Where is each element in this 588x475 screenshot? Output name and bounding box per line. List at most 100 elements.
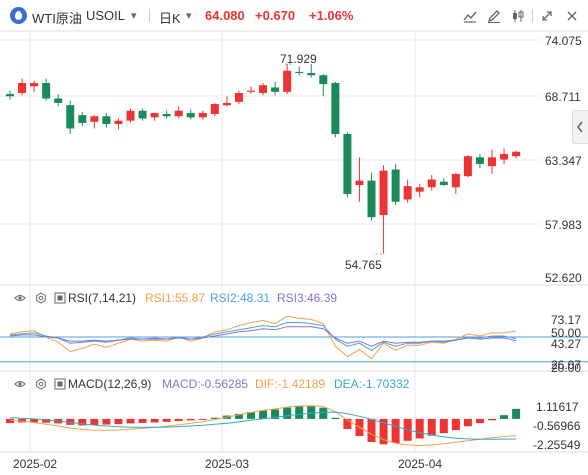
price-axis-label: 52.620	[545, 271, 582, 285]
candle-body	[427, 179, 436, 188]
macd-histogram-bar	[30, 418, 39, 423]
candle-settings-icon[interactable]	[510, 8, 526, 24]
candle-body	[126, 110, 135, 121]
eye-icon[interactable]	[14, 378, 26, 390]
symbol-name[interactable]: WTI原油	[32, 11, 82, 26]
macd-histogram-bar	[488, 418, 496, 421]
gear-icon[interactable]	[35, 378, 47, 390]
rsi-axis-label: 20.00	[551, 361, 582, 375]
macd-series	[6, 405, 521, 447]
macd-histogram-bar	[150, 418, 159, 423]
price-axis-label: 68.711	[545, 90, 581, 104]
candle-body	[247, 90, 255, 92]
rsi-title: RSI(7,14,21)	[68, 291, 137, 305]
pencil-icon[interactable]	[486, 8, 502, 24]
candle-body	[259, 85, 268, 93]
candle-body	[66, 105, 75, 129]
candle-body	[42, 82, 51, 99]
indicator-box-icon[interactable]	[54, 292, 66, 304]
last-price: 64.080	[205, 8, 245, 23]
candle-body	[331, 82, 340, 135]
macd-histogram-bar	[198, 418, 207, 420]
macd-histogram-bar	[463, 418, 472, 427]
indicator-icon[interactable]	[462, 8, 478, 24]
rsi1-line	[9, 315, 517, 360]
macd-histogram-bar	[319, 407, 328, 419]
candle-body	[512, 151, 521, 157]
symbol-code[interactable]: USOIL	[86, 8, 126, 23]
candle-body	[54, 98, 63, 103]
collapse-sidebar-button[interactable]	[572, 110, 588, 144]
candle-body	[319, 75, 328, 85]
candle-body	[30, 82, 39, 87]
macd-histogram-bar	[6, 418, 14, 424]
date-axis-label: 2025-04	[398, 457, 443, 471]
macd-histogram-bar	[439, 418, 448, 434]
candle-body	[463, 156, 472, 177]
dea-line	[9, 411, 517, 440]
gear-icon[interactable]	[35, 292, 47, 304]
macd-histogram-bar	[512, 408, 521, 419]
rsi-axis-label: 26.07	[551, 358, 582, 372]
macd-value: MACD:-0.56285	[162, 377, 249, 391]
candle-body	[234, 92, 243, 102]
candle-body	[367, 180, 376, 218]
dif-value: DIF:-1.42189	[255, 377, 326, 391]
low-price-marker: 54.765	[345, 258, 382, 272]
macd-histogram-bar	[271, 409, 280, 419]
rsi-axis-label: 43.27	[551, 337, 582, 351]
macd-histogram-bar	[367, 418, 376, 442]
macd-histogram-bar	[307, 406, 316, 419]
candle-body	[102, 116, 111, 125]
macd-histogram-bar	[210, 417, 219, 419]
chevron-left-icon	[577, 121, 583, 133]
macd-histogram-bar	[295, 406, 304, 419]
chart-grid	[0, 30, 588, 453]
candle-body	[90, 116, 99, 122]
close-icon[interactable]	[564, 8, 580, 24]
interval-selector[interactable]: 日K	[159, 11, 181, 26]
candle-body	[271, 87, 280, 92]
macd-histogram-bar	[379, 418, 388, 445]
candle-body	[210, 104, 219, 115]
rsi3-value: RSI3:46.39	[277, 291, 338, 305]
candle-body	[114, 120, 123, 125]
candle-body	[391, 169, 400, 202]
symbol-dropdown-icon[interactable]: ▾	[131, 10, 137, 22]
price-axis-label: 57.983	[545, 218, 582, 232]
macd-histogram-bar	[415, 418, 424, 439]
macd-histogram-bar	[102, 418, 111, 425]
rsi2-value: RSI2:48.31	[210, 291, 271, 305]
macd-histogram-bar	[138, 418, 147, 423]
candle-body	[138, 110, 147, 119]
rsi-axis-label: 50.00	[551, 326, 582, 340]
candle-body	[150, 112, 159, 118]
candle-body	[198, 112, 207, 118]
candle-body	[488, 157, 496, 167]
expand-icon[interactable]	[539, 8, 555, 24]
divider	[149, 9, 150, 22]
symbol-header: WTI原油 USOIL ▾ 日K ▾ 64.080 +0.670 +1.06%	[0, 0, 588, 31]
indicator-box-icon[interactable]	[54, 378, 66, 390]
price-change-percent: +1.06%	[309, 8, 354, 23]
rsi3-line	[9, 326, 517, 347]
macd-histogram-bar	[162, 418, 171, 422]
price-change: +0.670	[255, 8, 296, 23]
price-axis-label: 74.075	[545, 34, 582, 48]
candle-body	[222, 102, 231, 106]
high-price-marker: 71.929	[280, 52, 317, 66]
rsi-axis-label: 73.17	[551, 313, 582, 327]
macd-axis-label: -2.25549	[533, 438, 581, 452]
macd-histogram-bar	[234, 413, 243, 419]
macd-histogram-bar	[259, 410, 268, 419]
macd-histogram-bar	[500, 415, 509, 419]
eye-icon[interactable]	[14, 292, 26, 304]
macd-histogram-bar	[391, 418, 400, 444]
macd-histogram-bar	[247, 412, 255, 419]
candle-body	[295, 71, 304, 74]
dif-line	[9, 405, 517, 447]
macd-histogram-bar	[114, 418, 123, 425]
interval-dropdown-icon[interactable]: ▾	[186, 10, 192, 22]
candle-body	[283, 70, 292, 92]
